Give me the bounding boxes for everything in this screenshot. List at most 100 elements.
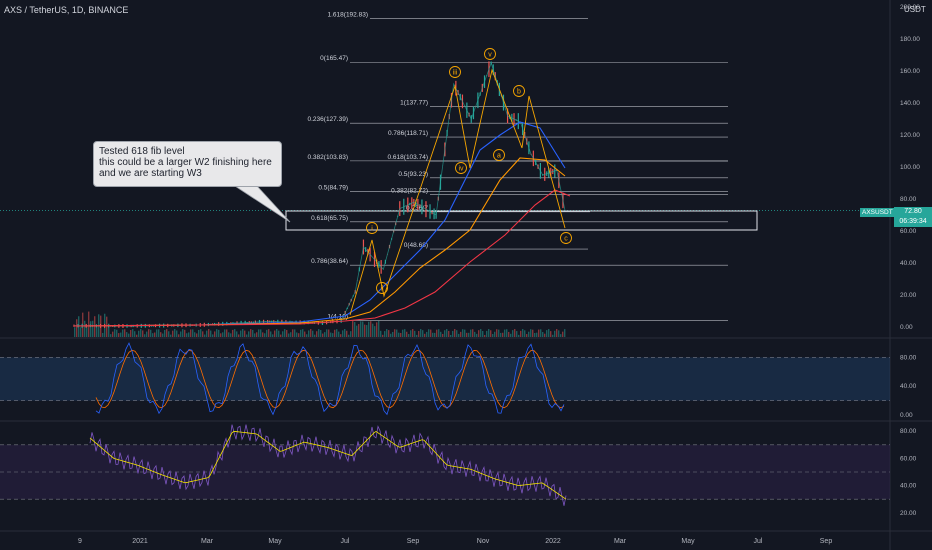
- volume-bar: [334, 329, 336, 337]
- price-axis-label: 160.00: [900, 68, 920, 75]
- volume-bar: [258, 329, 260, 337]
- volume-bar: [296, 332, 298, 337]
- rsi-line: [89, 424, 567, 506]
- volume-bar: [232, 329, 234, 337]
- volume-bar: [192, 329, 194, 337]
- price-axis-label: 200.00: [900, 4, 920, 11]
- volume-bar: [156, 329, 158, 337]
- annotation-note[interactable]: Tested 618 fib level this could be a lar…: [93, 141, 282, 187]
- fib-level-label: 0.618(103.74): [388, 154, 428, 161]
- volume-bar: [326, 329, 328, 337]
- time-axis-label: Jul: [341, 538, 350, 545]
- price-axis-label: 80.00: [900, 196, 917, 203]
- volume-bar: [224, 329, 226, 337]
- volume-bar: [390, 333, 392, 337]
- fib-level-label: 0.236(127.39): [308, 116, 348, 123]
- volume-bar: [358, 324, 360, 337]
- time-axis-label: Mar: [614, 538, 627, 545]
- volume-bar: [528, 331, 530, 337]
- volume-bar: [332, 333, 334, 337]
- volume-bar: [210, 330, 212, 337]
- volume-bar: [450, 334, 452, 337]
- volume-bar: [424, 333, 426, 337]
- volume-bar: [320, 330, 322, 337]
- volume-bar: [534, 332, 536, 337]
- volume-bar: [280, 334, 282, 337]
- volume-bar: [548, 329, 550, 337]
- volume-bar: [492, 333, 494, 337]
- wave-label: ii: [380, 286, 384, 293]
- volume-bar: [366, 325, 368, 337]
- volume-bar: [76, 319, 78, 337]
- fib-level-label: 0(48.68): [404, 242, 428, 249]
- ma-blue-line: [73, 121, 566, 327]
- volume-bar: [396, 329, 398, 337]
- wave-label-circle: [493, 149, 505, 161]
- volume-bar: [468, 332, 470, 337]
- volume-bar: [408, 334, 410, 337]
- volume-bar: [554, 330, 556, 337]
- volume-bar: [160, 332, 162, 337]
- volume-bar: [166, 329, 168, 337]
- rsi-ma-line: [89, 430, 567, 500]
- volume-bar: [218, 329, 220, 337]
- volume-bar: [536, 332, 538, 337]
- volume-bar: [432, 332, 434, 337]
- volume-bar: [108, 323, 110, 337]
- volume-bar: [474, 331, 476, 337]
- volume-bar: [246, 334, 248, 337]
- stoch-axis-label: 40.00: [900, 383, 917, 390]
- volume-bar: [494, 331, 496, 337]
- fib-level-label: 0.618(65.75): [311, 215, 348, 222]
- volume-bar: [380, 330, 382, 337]
- fib-level-label: 0.5(93.23): [398, 171, 428, 178]
- volume-bar: [126, 332, 128, 337]
- volume-bar: [452, 330, 454, 337]
- volume-bar: [236, 331, 238, 337]
- volume-bar: [124, 329, 126, 337]
- volume-bar: [454, 329, 456, 337]
- volume-bar: [88, 311, 90, 337]
- time-axis-label: May: [681, 538, 695, 545]
- volume-bar: [422, 330, 424, 337]
- volume-bar: [234, 329, 236, 337]
- time-axis-label: Mar: [201, 538, 214, 545]
- volume-bar: [550, 331, 552, 337]
- volume-bar: [86, 325, 88, 337]
- volume-bar: [520, 330, 522, 337]
- volume-bar: [466, 332, 468, 337]
- volume-bar: [504, 329, 506, 337]
- volume-bar: [352, 321, 354, 337]
- volume-bar: [318, 329, 320, 337]
- volume-bar: [360, 321, 362, 337]
- volume-bar: [314, 334, 316, 337]
- volume-bar: [214, 331, 216, 337]
- volume-bar: [282, 331, 284, 337]
- rsi-axis-label: 60.00: [900, 455, 917, 462]
- volume-bar: [460, 331, 462, 337]
- volume-bar: [294, 329, 296, 337]
- price-axis-label: 120.00: [900, 132, 920, 139]
- volume-bar: [376, 322, 378, 337]
- wave-label-circle: [449, 66, 461, 78]
- price-axis-label: 100.00: [900, 164, 920, 171]
- volume-bar: [260, 329, 262, 337]
- wave-label-circle: [455, 162, 467, 174]
- volume-bar: [186, 333, 188, 337]
- volume-bar: [112, 331, 114, 337]
- volume-bar: [136, 334, 138, 337]
- volume-bar: [116, 329, 118, 337]
- volume-bar: [222, 332, 224, 337]
- symbol-title: AXS / TetherUS, 1D, BINANCE: [4, 5, 129, 15]
- price-axis-label: 40.00: [900, 260, 917, 267]
- volume-bar: [158, 329, 160, 337]
- volume-bar: [288, 333, 290, 337]
- volume-bar: [442, 333, 444, 337]
- price-scale-bg: [890, 0, 932, 550]
- volume-bar: [310, 329, 312, 337]
- rsi-axis-label: 40.00: [900, 483, 917, 490]
- volume-bar: [416, 334, 418, 337]
- volume-bar: [262, 332, 264, 337]
- volume-bar: [428, 329, 430, 337]
